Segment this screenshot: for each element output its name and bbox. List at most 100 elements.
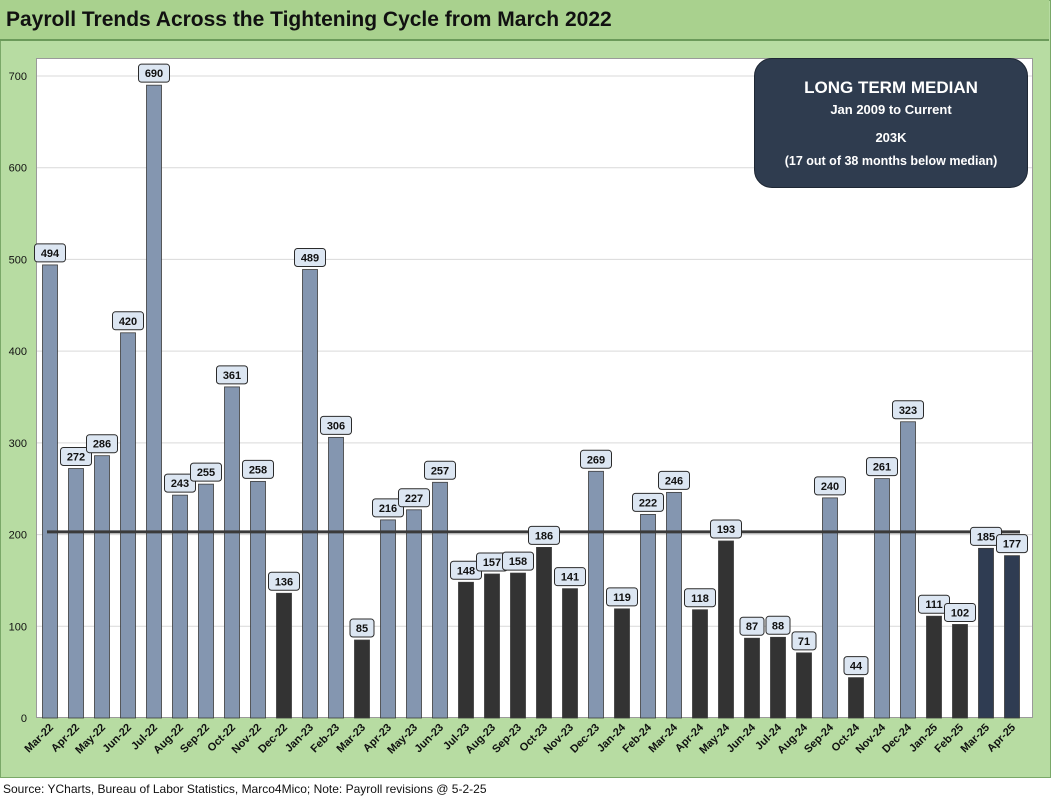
data-label: 258 <box>249 464 267 476</box>
data-label: 136 <box>275 576 293 588</box>
bar <box>874 478 890 719</box>
data-label: 420 <box>119 316 137 328</box>
data-label-box <box>944 602 976 622</box>
bar <box>822 497 838 719</box>
data-label: 158 <box>509 556 527 568</box>
data-label-box <box>216 365 248 385</box>
data-label: 119 <box>613 592 631 604</box>
median-box-value: 203K <box>875 130 907 145</box>
bar <box>406 509 422 719</box>
data-label-box <box>190 462 222 482</box>
y-tick-label: 400 <box>9 346 27 358</box>
bar <box>68 468 84 719</box>
bar <box>120 332 136 719</box>
data-label: 85 <box>356 623 368 635</box>
bar <box>926 615 942 719</box>
data-label: 286 <box>93 439 111 451</box>
data-label: 323 <box>899 405 917 417</box>
data-label: 246 <box>665 475 683 487</box>
bar-chart: 0 100 200 300 400 500 600 700 494 272 286 420 690 243… <box>9 63 1032 756</box>
bar <box>302 269 318 719</box>
data-label-box <box>632 492 664 512</box>
bar <box>900 421 916 719</box>
data-label-box <box>791 631 817 651</box>
data-label-box <box>606 587 638 607</box>
data-label: 193 <box>717 524 735 536</box>
bar <box>666 491 682 719</box>
data-label-box <box>580 449 612 469</box>
data-label: 227 <box>405 493 423 505</box>
chart-title: Payroll Trends Across the Tightening Cyc… <box>6 8 612 31</box>
bar <box>224 386 240 719</box>
bar <box>276 592 292 719</box>
data-label: 71 <box>798 636 810 648</box>
data-label: 255 <box>197 467 215 479</box>
x-tick-label: Apr-25 <box>985 722 1018 755</box>
bar <box>588 470 604 719</box>
data-label: 88 <box>772 620 784 632</box>
bar <box>692 609 708 719</box>
bar <box>484 573 500 719</box>
data-label-box <box>843 656 869 676</box>
bar <box>380 519 396 719</box>
data-label: 141 <box>561 572 579 584</box>
data-label: 489 <box>301 253 319 265</box>
data-label: 690 <box>145 68 163 80</box>
y-tick-label: 600 <box>9 163 27 175</box>
data-label-box <box>34 243 66 263</box>
data-label-box <box>268 571 300 591</box>
bar <box>510 572 526 719</box>
data-label: 494 <box>41 248 60 260</box>
bar <box>796 652 812 719</box>
x-tick-label: Dec-23 <box>568 722 602 756</box>
data-label-box <box>996 534 1028 554</box>
data-label-box <box>294 248 326 268</box>
median-box-title: LONG TERM MEDIAN <box>804 78 978 97</box>
bar <box>952 624 968 719</box>
data-label-box <box>372 498 404 518</box>
y-tick-label: 200 <box>9 530 27 542</box>
data-label: 148 <box>457 565 475 577</box>
data-label-box <box>398 488 430 508</box>
bar <box>250 480 266 719</box>
bar <box>458 581 474 719</box>
data-label: 157 <box>483 557 501 569</box>
data-label: 257 <box>431 465 449 477</box>
bar <box>1004 555 1020 719</box>
median-info-box: LONG TERM MEDIAN Jan 2009 to Current 203… <box>754 58 1028 188</box>
x-tick-label: Sep-24 <box>802 721 837 756</box>
data-label-box <box>320 415 352 435</box>
bar <box>770 636 786 719</box>
bar <box>42 264 58 719</box>
data-label: 222 <box>639 497 657 509</box>
bar <box>718 540 734 719</box>
bar <box>640 513 656 719</box>
x-tick-label: Jun-24 <box>725 721 759 755</box>
data-label: 111 <box>925 599 942 611</box>
data-label-box <box>739 616 765 636</box>
data-label: 269 <box>587 454 605 466</box>
bar <box>198 483 214 719</box>
data-label: 186 <box>535 530 553 542</box>
data-label: 272 <box>67 452 85 464</box>
data-label: 306 <box>327 420 345 432</box>
bar <box>328 436 344 719</box>
data-label-box <box>684 588 716 608</box>
x-tick-label: Jun-23 <box>413 722 447 756</box>
bar <box>562 588 578 719</box>
data-label-box <box>502 551 534 571</box>
data-label: 102 <box>951 607 969 619</box>
x-tick-label: May-24 <box>697 721 732 756</box>
data-label-box <box>814 476 846 496</box>
data-label-box <box>866 457 898 477</box>
data-label-box <box>658 470 690 490</box>
y-tick-label: 700 <box>9 71 27 83</box>
x-tick-label: Mar-25 <box>959 722 993 756</box>
data-label: 240 <box>821 481 839 493</box>
data-label: 87 <box>746 621 758 633</box>
data-label-box <box>112 311 144 331</box>
bar <box>614 608 630 719</box>
data-label: 118 <box>691 593 709 605</box>
data-label: 261 <box>873 462 891 474</box>
bar <box>848 677 864 719</box>
